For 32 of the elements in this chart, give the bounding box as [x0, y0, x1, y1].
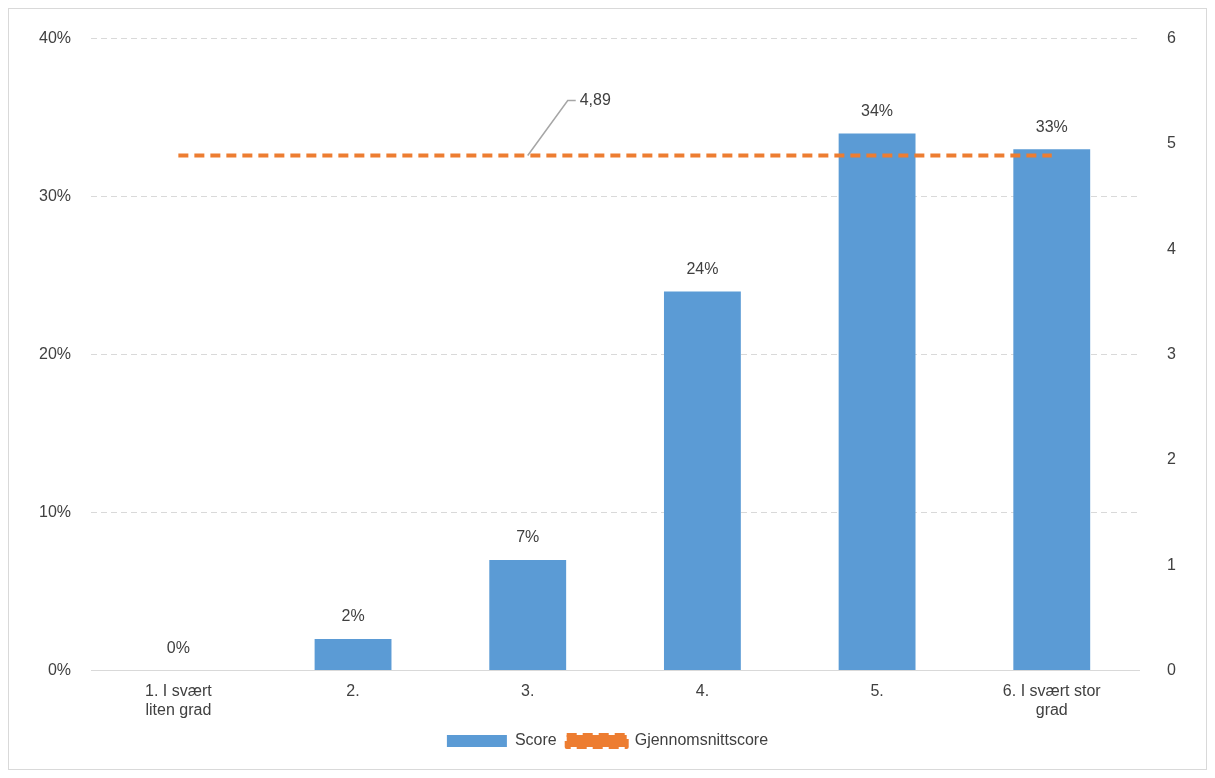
data-label: 34%: [861, 101, 894, 119]
y-tick-label: 10%: [38, 503, 72, 521]
bar: [489, 560, 567, 671]
x-tick-label: 5.: [870, 681, 884, 699]
x-tick-label: 3.: [521, 681, 535, 699]
x-tick-label: 2.: [346, 681, 360, 699]
x-tick-label: 1. I svært liten grad: [145, 681, 213, 718]
bar: [1013, 149, 1091, 671]
y2-tick-label: 6: [1167, 29, 1177, 47]
x-tick-label: 4.: [695, 681, 710, 699]
y-tick-label: 0%: [47, 661, 72, 679]
y-tick-label: 40%: [38, 29, 72, 47]
data-label: 0%: [166, 639, 190, 657]
y2-tick-label: 3: [1167, 345, 1177, 363]
annotation: 4,89: [579, 90, 611, 108]
y-tick-label: 20%: [38, 345, 72, 363]
y2-tick-label: 0: [1167, 661, 1177, 679]
x-tick-label: 6. I svært stor grad: [1002, 681, 1102, 718]
data-label: 2%: [341, 607, 365, 625]
y2-tick-label: 2: [1167, 450, 1177, 468]
data-label: 7%: [516, 528, 540, 546]
y-tick-label: 30%: [38, 187, 72, 205]
legend-label: Score: [514, 731, 557, 749]
data-label: 33%: [1035, 117, 1068, 135]
y2-tick-label: 1: [1167, 555, 1177, 573]
bar: [838, 133, 916, 671]
bar: [314, 639, 392, 671]
y2-tick-label: 5: [1167, 134, 1177, 152]
data-label: 24%: [686, 259, 719, 277]
bar: [663, 291, 741, 671]
y2-tick-label: 4: [1167, 239, 1177, 257]
legend-label: Gjennomsnittscore: [634, 731, 769, 749]
